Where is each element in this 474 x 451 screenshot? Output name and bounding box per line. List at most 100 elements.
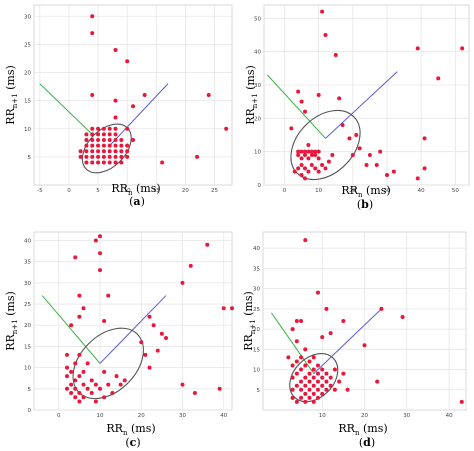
data-point: [84, 132, 89, 137]
data-point: [379, 306, 384, 311]
data-point: [324, 306, 329, 311]
data-point: [107, 132, 112, 137]
data-point: [113, 126, 118, 131]
data-point: [90, 138, 95, 142]
data-point: [101, 143, 106, 148]
y-tick-label: 20: [24, 323, 31, 329]
x-tick-label: 30: [384, 188, 391, 194]
data-point: [299, 319, 304, 323]
data-point: [303, 109, 307, 114]
data-point: [96, 149, 101, 154]
data-point: [113, 138, 118, 142]
data-point: [131, 104, 135, 109]
data-point: [313, 149, 318, 154]
y-tick-label: 20: [254, 116, 261, 122]
data-point: [118, 382, 123, 387]
data-point: [188, 263, 193, 268]
data-point: [328, 383, 333, 388]
x-axis-label: RRn (ms): [338, 422, 387, 437]
data-point: [77, 293, 82, 298]
data-point: [81, 369, 86, 374]
data-point: [354, 133, 359, 137]
data-point: [147, 314, 152, 319]
data-point: [316, 93, 321, 97]
data-point: [332, 367, 337, 372]
data-point: [306, 143, 311, 147]
data-point: [107, 154, 112, 159]
data-point: [307, 387, 312, 392]
data-point: [313, 166, 318, 171]
sd2-green-line: [41, 295, 101, 364]
data-point: [101, 138, 106, 142]
data-point: [345, 387, 350, 392]
data-point: [93, 382, 98, 387]
data-point: [307, 371, 312, 376]
data-point: [315, 290, 320, 295]
data-point: [294, 371, 299, 376]
y-tick-label: 20: [253, 327, 260, 333]
data-point: [299, 379, 304, 384]
data-point: [77, 314, 82, 319]
data-point: [101, 160, 106, 165]
data-point: [303, 363, 308, 368]
data-point: [303, 153, 307, 157]
data-point: [378, 149, 383, 154]
data-point: [96, 132, 101, 137]
data-point: [315, 363, 320, 368]
data-point: [85, 386, 90, 391]
y-axis-label: RRn+1 (ms): [4, 65, 19, 125]
data-point: [160, 160, 165, 165]
data-point: [292, 169, 297, 174]
y-axis-label: RRn+1 (ms): [244, 65, 259, 125]
data-point: [307, 395, 312, 400]
data-point: [107, 126, 112, 131]
x-tick-label: 10: [97, 413, 104, 419]
x-tick-label: 50: [452, 188, 459, 194]
sd2-green-line: [271, 312, 315, 374]
data-point: [367, 153, 372, 157]
data-point: [139, 340, 144, 345]
data-point: [69, 369, 74, 374]
data-point: [294, 319, 299, 323]
x-tick-label: 0: [67, 188, 71, 194]
data-point: [155, 348, 160, 353]
data-point: [375, 379, 380, 384]
sd2-green-line: [39, 83, 93, 135]
data-point: [119, 154, 124, 159]
data-point: [303, 238, 308, 243]
data-point: [323, 166, 328, 171]
data-point: [93, 399, 98, 404]
data-point: [84, 160, 89, 165]
data-point: [315, 387, 320, 392]
data-point: [303, 149, 307, 154]
data-point: [77, 352, 82, 357]
data-point: [90, 14, 95, 19]
data-point: [77, 399, 82, 404]
data-point: [332, 387, 337, 392]
data-point: [385, 173, 389, 177]
data-point: [102, 395, 107, 400]
x-tick-label: -5: [37, 188, 43, 194]
y-tick-label: 0: [28, 408, 32, 414]
chart-panel: 0 10 20 30 40 0 5 10 15 20 25 30 35 40 RRn (ms) RRn+1 (…: [4, 231, 234, 449]
data-point: [119, 138, 124, 142]
data-point: [77, 374, 82, 379]
data-point: [306, 156, 311, 161]
data-point: [230, 306, 234, 311]
data-point: [84, 154, 89, 159]
x-tick-label: 5: [96, 188, 100, 194]
data-point: [307, 379, 312, 384]
data-point: [306, 169, 311, 174]
data-point: [192, 391, 197, 396]
data-point: [294, 383, 299, 388]
data-point: [206, 93, 211, 97]
data-point: [113, 154, 118, 159]
y-tick-label: 40: [253, 246, 260, 252]
data-point: [90, 143, 95, 148]
data-point: [119, 149, 124, 154]
data-point: [84, 138, 89, 142]
data-point: [131, 138, 135, 142]
data-point: [303, 166, 307, 171]
plot-area: [33, 4, 233, 186]
data-point: [316, 169, 321, 174]
